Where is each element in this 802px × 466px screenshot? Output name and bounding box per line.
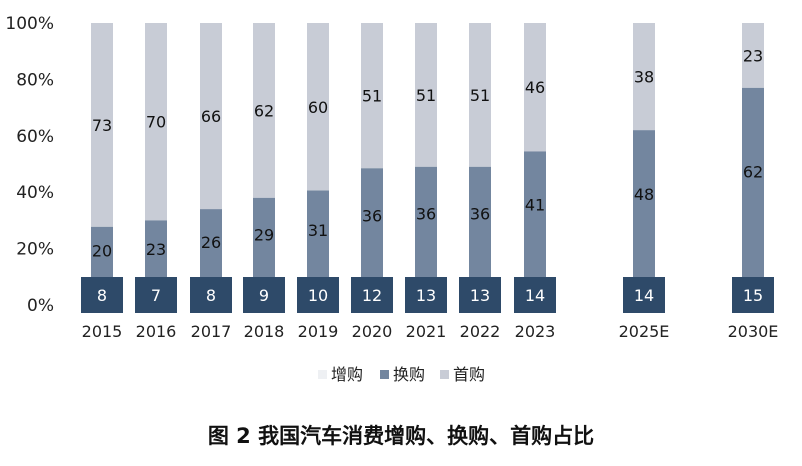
bar-segment-first-purchase: [253, 23, 275, 198]
x-tick-label: 2020: [352, 322, 393, 341]
x-tick-label: 2025E: [619, 322, 670, 341]
bar-segment-additional-purchase: [514, 277, 556, 313]
bar-segment-additional-purchase: [351, 277, 393, 313]
bar-segment-first-purchase: [145, 23, 167, 221]
x-tick-label: 2015: [82, 322, 123, 341]
bar-segment-replacement: [415, 166, 437, 305]
x-tick-label: 2030E: [728, 322, 779, 341]
data-label-additional-purchase: 14: [525, 286, 545, 305]
data-label-additional-purchase: 14: [634, 286, 654, 305]
data-label-first-purchase: 23: [743, 46, 763, 65]
x-tick-label: 2018: [244, 322, 285, 341]
x-tick-label: 2019: [298, 322, 339, 341]
data-label-additional-purchase: 12: [362, 286, 382, 305]
bar-segment-first-purchase: [200, 23, 222, 210]
bar-segment-replacement: [361, 168, 383, 305]
data-label-additional-purchase: 15: [743, 286, 763, 305]
bar-segment-additional-purchase: [405, 277, 447, 313]
y-tick-label: 100%: [5, 14, 54, 34]
bar-segment-first-purchase: [307, 23, 329, 191]
data-label-first-purchase: 62: [254, 101, 274, 120]
data-label-additional-purchase: 7: [151, 286, 161, 305]
bar-segment-first-purchase: [361, 23, 383, 169]
bar-segment-additional-purchase: [732, 277, 774, 313]
legend-swatch: [380, 370, 389, 379]
data-label-replacement: 36: [470, 205, 490, 224]
data-label-first-purchase: 66: [201, 107, 221, 126]
bar-segment-replacement: [742, 87, 764, 305]
data-label-replacement: 26: [201, 233, 221, 252]
bar-segment-first-purchase: [91, 23, 113, 227]
data-label-replacement: 36: [362, 207, 382, 226]
bar-segment-additional-purchase: [243, 277, 285, 313]
bar-segment-additional-purchase: [135, 277, 177, 313]
bar-segment-replacement: [633, 130, 655, 305]
y-tick-label: 80%: [16, 70, 54, 90]
y-axis-ticks: 0% 20% 40% 60% 80% 100%: [5, 14, 54, 316]
data-label-first-purchase: 51: [362, 87, 382, 106]
data-label-first-purchase: 73: [92, 116, 112, 135]
y-tick-label: 20%: [16, 240, 54, 260]
x-tick-label: 2016: [136, 322, 177, 341]
legend-label: 增购: [331, 365, 363, 384]
data-label-first-purchase: 51: [416, 86, 436, 105]
legend: 增购 换购 首购: [318, 365, 485, 384]
bar-segment-additional-purchase: [623, 277, 665, 313]
legend-label: 换购: [393, 365, 425, 384]
bar-segment-additional-purchase: [297, 277, 339, 313]
bar-segment-additional-purchase: [459, 277, 501, 313]
y-tick-label: 60%: [16, 127, 54, 147]
data-label-additional-purchase: 8: [97, 286, 107, 305]
bar-segment-replacement: [469, 166, 491, 305]
data-label-first-purchase: 60: [308, 98, 328, 117]
data-label-replacement: 23: [146, 240, 166, 259]
bar-segment-first-purchase: [742, 23, 764, 88]
bar-segment-replacement: [307, 190, 329, 305]
data-label-additional-purchase: 13: [416, 286, 436, 305]
y-tick-label: 40%: [16, 183, 54, 203]
bar-segment-additional-purchase: [190, 277, 232, 313]
data-label-replacement: 36: [416, 205, 436, 224]
data-label-replacement: 31: [308, 221, 328, 240]
data-label-first-purchase: 70: [146, 113, 166, 132]
stacked-bar-chart: 0% 20% 40% 60% 80% 100% 73 20 8 70 23 7 66 26 8 62 29 9 6…: [5, 14, 779, 384]
data-label-replacement: 62: [743, 162, 763, 181]
bar-segment-first-purchase: [524, 23, 546, 152]
data-label-additional-purchase: 8: [206, 286, 216, 305]
bar-segment-first-purchase: [469, 23, 491, 167]
legend-swatch: [440, 370, 449, 379]
data-label-first-purchase: 46: [525, 78, 545, 97]
bar-segment-first-purchase: [415, 23, 437, 167]
bar-segment-additional-purchase: [81, 277, 123, 313]
data-label-first-purchase: 38: [634, 68, 654, 87]
data-label-additional-purchase: 13: [470, 286, 490, 305]
y-tick-label: 0%: [27, 296, 54, 316]
figure-caption: 图 2 我国汽车消费增购、换购、首购占比: [207, 424, 595, 448]
x-axis-labels: 2015 2016 2017 2018 2019 2020 2021 2022 2023 2025…: [82, 322, 779, 341]
data-label-first-purchase: 51: [470, 86, 490, 105]
x-tick-label: 2017: [191, 322, 232, 341]
legend-swatch: [318, 370, 327, 379]
data-label-replacement: 48: [634, 185, 654, 204]
bar-segment-replacement: [524, 151, 546, 305]
data-label-replacement: 20: [92, 242, 112, 261]
data-label-replacement: 29: [254, 226, 274, 245]
x-tick-label: 2023: [515, 322, 556, 341]
x-tick-label: 2022: [460, 322, 501, 341]
data-label-additional-purchase: 10: [308, 286, 328, 305]
data-label-replacement: 41: [525, 196, 545, 215]
data-label-additional-purchase: 9: [259, 286, 269, 305]
bar-segment-first-purchase: [633, 23, 655, 131]
legend-label: 首购: [453, 365, 485, 384]
bars: 73 20 8 70 23 7 66 26 8 62 29 9 60 31 10 51 36 12 51 36 13 51…: [81, 23, 774, 313]
x-tick-label: 2021: [406, 322, 447, 341]
